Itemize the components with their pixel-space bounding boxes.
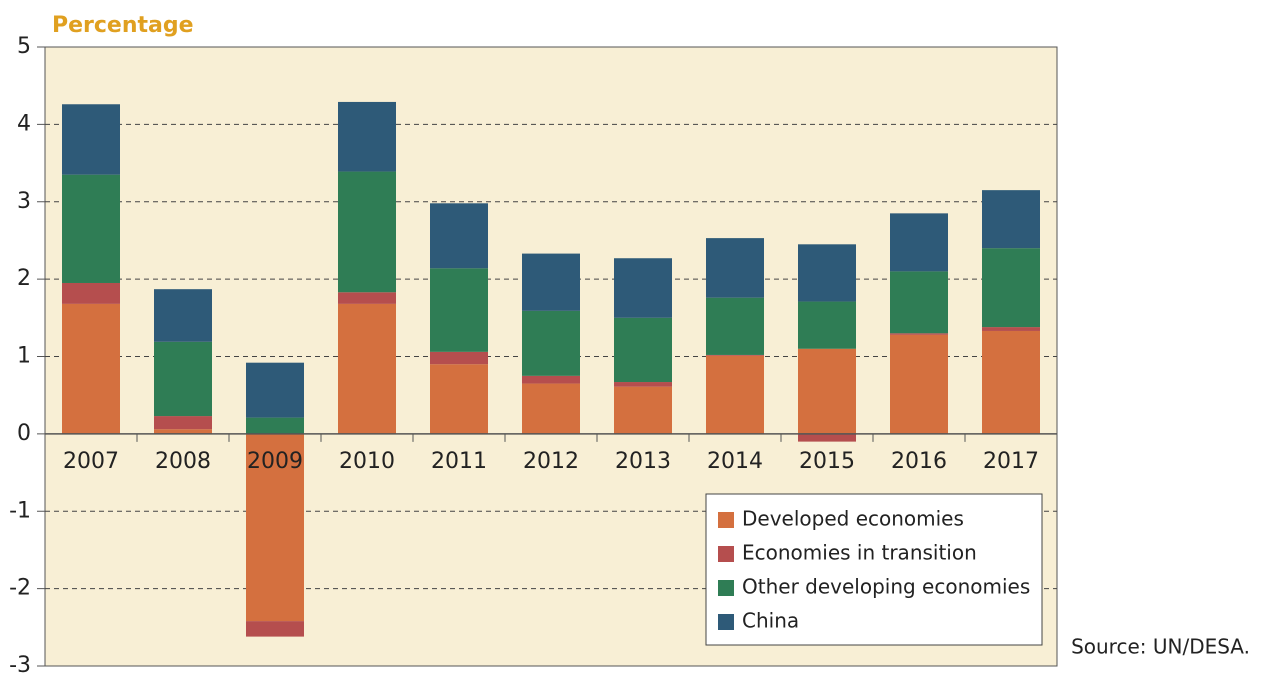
bar-segment: [798, 244, 856, 302]
bar-segment: [706, 297, 764, 355]
y-tick-label: 3: [17, 189, 31, 214]
bar-segment: [154, 289, 212, 342]
bar-segment: [154, 429, 212, 434]
bar-segment: [62, 282, 120, 304]
bar-segment: [798, 433, 856, 442]
legend-box: [705, 493, 1043, 646]
legend-label: Economies in transition: [742, 541, 977, 565]
bar-segment: [62, 174, 120, 283]
bar-segment: [246, 621, 304, 637]
bar-segment: [614, 382, 672, 387]
bar-segment: [614, 386, 672, 434]
bar-segment: [522, 375, 580, 384]
x-tick-label: 2012: [523, 449, 579, 474]
x-tick-label: 2008: [155, 449, 211, 474]
y-tick-label: -2: [9, 576, 31, 601]
x-tick-label: 2009: [247, 449, 303, 474]
x-tick-label: 2007: [63, 449, 119, 474]
bar-segment: [890, 333, 948, 335]
x-tick-label: 2013: [615, 449, 671, 474]
bar-segment: [246, 417, 304, 434]
bar-segment: [338, 303, 396, 434]
bar-segment: [890, 271, 948, 334]
bar-segment: [62, 104, 120, 175]
legend-swatch: [718, 512, 734, 528]
bar-segment: [798, 348, 856, 434]
legend-label: Other developing economies: [742, 575, 1030, 599]
y-tick-label: 4: [17, 111, 31, 136]
bar-segment: [246, 433, 304, 622]
bar-segment: [430, 203, 488, 269]
y-tick-label: -3: [9, 653, 31, 673]
bar-segment: [430, 351, 488, 365]
bar-segment: [338, 292, 396, 304]
bar-segment: [338, 101, 396, 172]
y-tick-label: 1: [17, 344, 31, 369]
bar-segment: [246, 362, 304, 418]
bar-segment: [430, 364, 488, 434]
bar-segment: [522, 383, 580, 434]
source: Source: UN/DESA.: [1071, 635, 1250, 659]
bar-segment: [982, 330, 1040, 434]
legend-swatch: [718, 546, 734, 562]
y-tick-label: -1: [9, 498, 31, 523]
bar-segment: [430, 268, 488, 352]
y-tick-label: 5: [17, 34, 31, 59]
bar-segment: [890, 334, 948, 434]
x-tick-label: 2016: [891, 449, 947, 474]
y-tick-label: 2: [17, 266, 31, 291]
bar-segment: [982, 327, 1040, 331]
legend-swatch: [718, 614, 734, 630]
bar-segment: [982, 190, 1040, 249]
bar-segment: [62, 303, 120, 434]
x-tick-label: 2014: [707, 449, 763, 474]
bar-segment: [338, 171, 396, 293]
bar-segment: [614, 258, 672, 318]
bar-segment: [798, 301, 856, 349]
y-axis-label: Percentage: [52, 13, 194, 38]
bar-segment: [982, 248, 1040, 328]
bar-segment: [706, 355, 764, 434]
bar-segment: [522, 253, 580, 311]
x-tick-label: 2015: [799, 449, 855, 474]
bar-segment: [890, 213, 948, 272]
legend-label: Developed economies: [742, 507, 964, 531]
bar-segment: [154, 416, 212, 430]
bar-segment: [706, 238, 764, 298]
x-tick-label: 2011: [431, 449, 487, 474]
x-tick-label: 2010: [339, 449, 395, 474]
bar-segment: [706, 354, 764, 356]
y-tick-label: 0: [17, 421, 31, 446]
bar-segment: [522, 310, 580, 376]
legend-label: China: [742, 609, 799, 633]
x-tick-label: 2017: [983, 449, 1039, 474]
legend-swatch: [718, 580, 734, 596]
bar-segment: [614, 317, 672, 383]
bar-segment: [154, 341, 212, 417]
